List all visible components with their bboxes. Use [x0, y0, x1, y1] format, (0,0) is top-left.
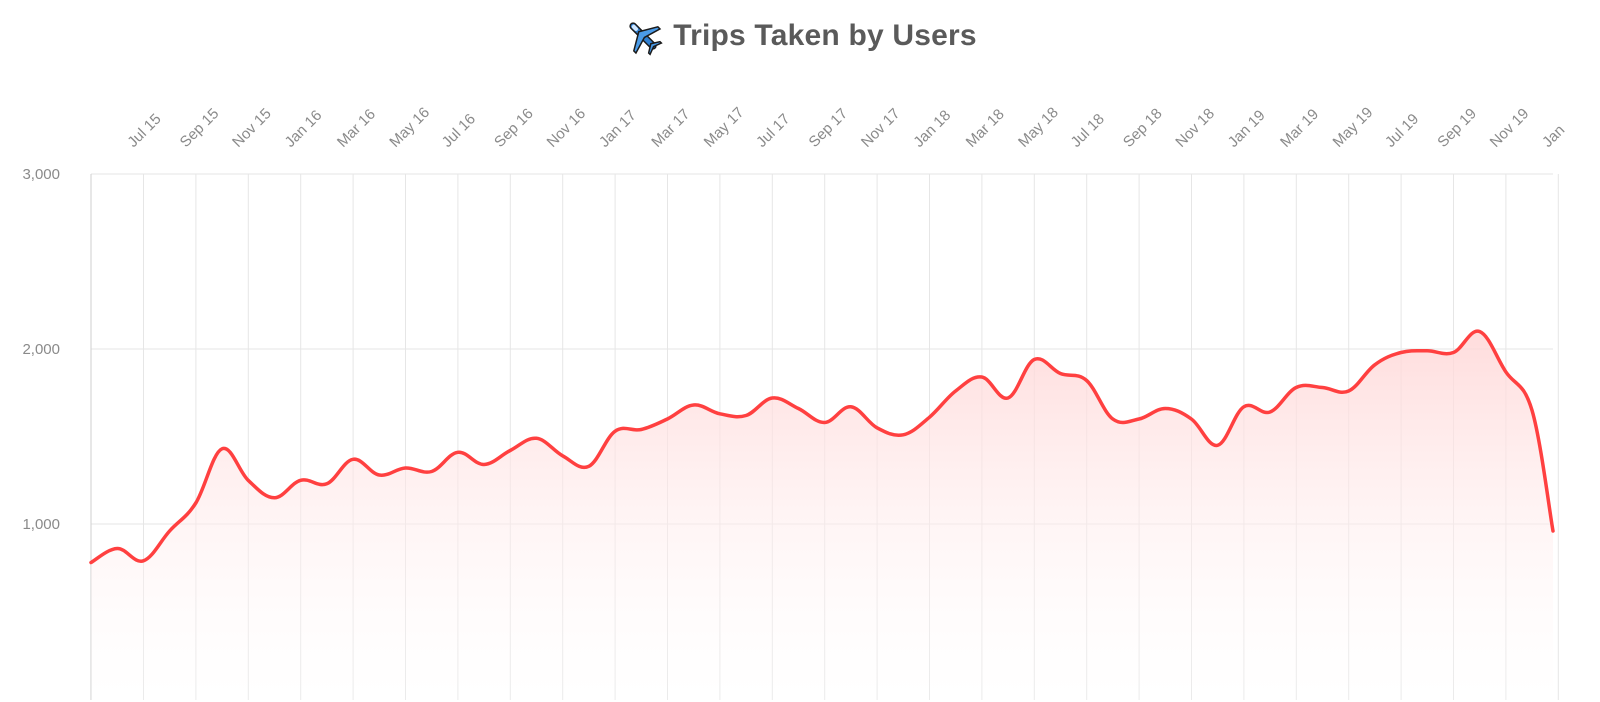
data-point	[141, 559, 145, 563]
data-point	[299, 478, 303, 482]
data-point	[980, 375, 984, 379]
data-point	[508, 449, 512, 453]
data-point	[1425, 349, 1429, 353]
x-tick-label: Sep 18	[1120, 105, 1166, 151]
data-point	[613, 429, 617, 433]
data-point	[849, 405, 853, 409]
y-axis-ticks: 3,000 2,000 1,000	[22, 166, 60, 533]
x-tick-label: Nov 15	[229, 105, 275, 151]
data-point	[1216, 443, 1220, 447]
x-tick-label: Jan 19	[1225, 107, 1269, 151]
data-point	[1347, 389, 1351, 393]
area-fill	[91, 331, 1553, 700]
data-point	[482, 463, 486, 467]
data-point	[1320, 386, 1324, 390]
data-point	[89, 561, 93, 565]
data-point	[954, 389, 958, 393]
x-tick-label: Sep 16	[491, 105, 537, 151]
data-point	[272, 496, 276, 500]
data-point	[1478, 330, 1482, 334]
data-point	[665, 417, 669, 421]
data-point	[1530, 408, 1534, 412]
x-tick-label: Jul 15	[124, 111, 164, 151]
data-point	[220, 447, 224, 451]
x-tick-label: Nov 17	[858, 105, 904, 151]
data-point	[561, 454, 565, 458]
data-point	[1137, 417, 1141, 421]
data-point	[430, 470, 434, 474]
data-point	[1111, 417, 1115, 421]
data-point	[377, 473, 381, 477]
x-tick-label: Jul 17	[753, 111, 793, 151]
x-tick-label: May 18	[1015, 104, 1062, 151]
y-tick-label: 3,000	[22, 166, 60, 183]
data-point	[1085, 379, 1089, 383]
x-tick-label: Mar 16	[334, 106, 379, 151]
chart-title: Trips Taken by Users	[673, 19, 977, 52]
x-tick-label: May 16	[386, 104, 433, 151]
y-tick-label: 1,000	[22, 516, 60, 533]
data-point	[1373, 363, 1377, 367]
data-point	[639, 428, 643, 432]
data-point	[1032, 358, 1036, 362]
data-point	[168, 529, 172, 533]
x-tick-label: Sep 19	[1434, 105, 1480, 151]
data-point	[587, 464, 591, 468]
data-point	[1268, 410, 1272, 414]
data-point	[194, 501, 198, 505]
data-point	[875, 426, 879, 430]
data-point	[456, 450, 460, 454]
data-point	[1242, 405, 1246, 409]
airplane-icon	[629, 22, 663, 56]
chart-title-row: Trips Taken by Users	[0, 14, 1600, 58]
data-point	[1058, 372, 1062, 376]
x-tick-label: Jul 16	[439, 111, 479, 151]
data-point	[351, 457, 355, 461]
data-point	[246, 478, 250, 482]
x-tick-label: Sep 15	[177, 105, 223, 151]
data-point	[115, 547, 119, 551]
x-tick-label: Jan	[1539, 122, 1568, 151]
data-point	[1189, 417, 1193, 421]
x-tick-label: Jul 18	[1068, 111, 1108, 151]
x-tick-label: Mar 18	[963, 106, 1008, 151]
data-point	[1399, 351, 1403, 355]
data-point	[744, 414, 748, 418]
data-point	[901, 433, 905, 437]
x-tick-label: May 17	[701, 104, 748, 151]
data-point	[1163, 407, 1167, 411]
x-tick-label: Mar 17	[648, 106, 693, 151]
x-axis-ticks: Jul 15 Sep 15 Nov 15 Jan 16 Mar 16 May 16 Jul …	[124, 104, 1568, 151]
x-tick-label: Jan 17	[596, 107, 640, 151]
data-point	[1294, 386, 1298, 390]
data-point	[927, 415, 931, 419]
data-point	[325, 482, 329, 486]
x-tick-label: Nov 18	[1172, 105, 1218, 151]
data-point	[1504, 370, 1508, 374]
x-tick-label: Nov 16	[544, 105, 590, 151]
data-point	[718, 412, 722, 416]
x-tick-label: Jan 18	[910, 107, 954, 151]
data-point	[534, 436, 538, 440]
data-point	[692, 403, 696, 407]
x-tick-label: Jul 19	[1382, 111, 1422, 151]
x-tick-label: Mar 19	[1277, 106, 1322, 151]
data-point	[1451, 351, 1455, 355]
data-point	[1006, 396, 1010, 400]
x-tick-label: May 19	[1330, 104, 1377, 151]
series-line	[89, 329, 1555, 565]
y-tick-label: 2,000	[22, 341, 60, 358]
data-point	[770, 396, 774, 400]
x-tick-label: Jan 16	[282, 107, 326, 151]
data-point	[796, 407, 800, 411]
x-tick-label: Nov 19	[1487, 105, 1533, 151]
data-point	[823, 421, 827, 425]
x-tick-label: Sep 17	[806, 105, 852, 151]
data-point	[1551, 529, 1555, 533]
data-point	[403, 466, 407, 470]
